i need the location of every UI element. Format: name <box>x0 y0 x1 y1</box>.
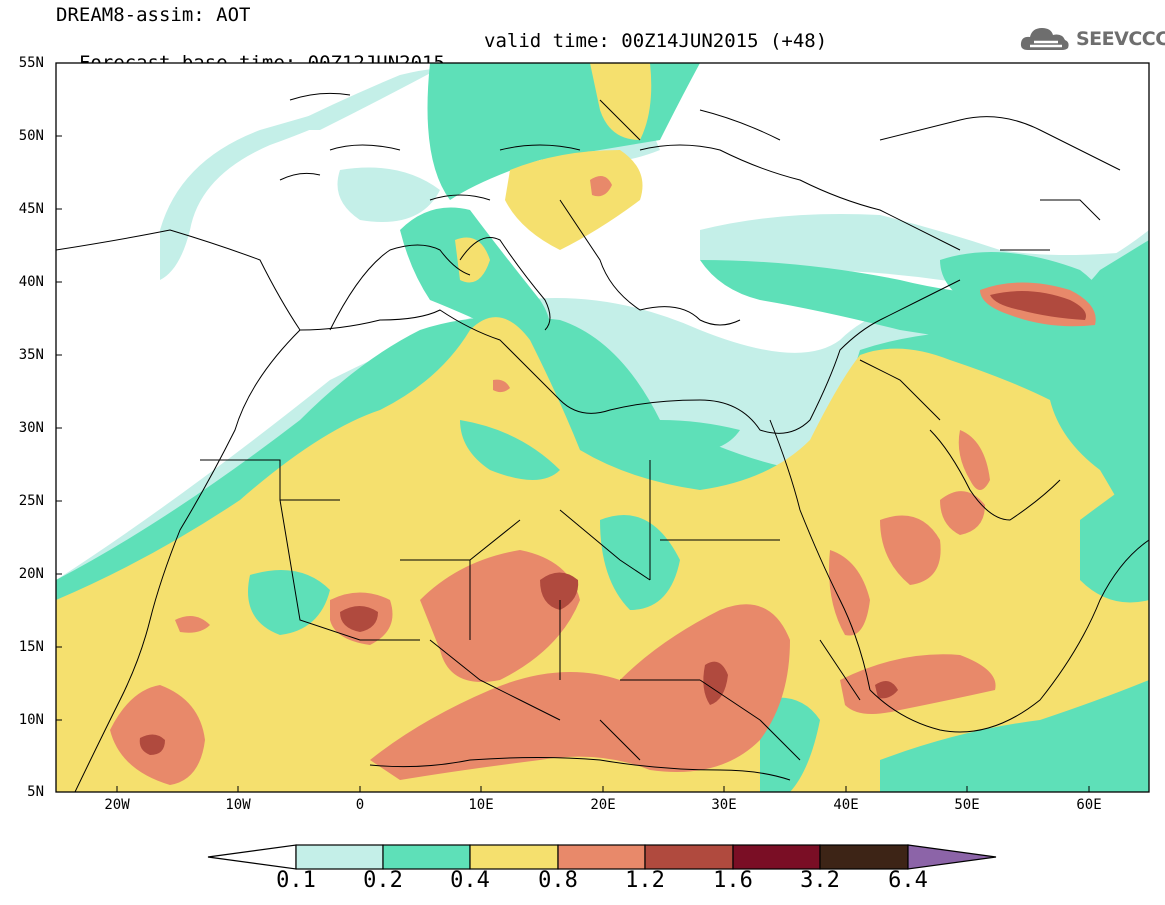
lat-label: 50N <box>18 128 44 144</box>
colorbar-label: 0.8 <box>538 868 578 893</box>
colorbar-label: 0.4 <box>450 868 490 893</box>
colorbar-label: 1.2 <box>625 868 665 893</box>
lat-label: 15N <box>18 639 44 655</box>
lon-label: 50E <box>954 797 980 813</box>
colorbar-label: 3.2 <box>800 868 840 893</box>
lat-label: 30N <box>18 420 44 436</box>
aot-fill-layer <box>56 63 1149 792</box>
lon-label: 60E <box>1076 797 1102 813</box>
axis-ticks <box>56 62 1090 792</box>
colorbar-label: 6.4 <box>888 868 928 893</box>
lat-label: 10N <box>18 712 44 728</box>
lon-label: 0 <box>355 797 365 813</box>
lat-label: 5N <box>27 784 44 800</box>
colorbar-label: 0.1 <box>276 868 316 893</box>
map-title: DREAM8-assim: AOT <box>56 4 251 26</box>
lon-label: 20W <box>104 797 130 813</box>
seevccc-logo: SEEVCCC <box>1018 22 1165 56</box>
lon-label: 20E <box>590 797 616 813</box>
lon-label: 40E <box>833 797 859 813</box>
colorbar-label: 0.2 <box>363 868 403 893</box>
lat-label: 55N <box>18 55 44 71</box>
lat-label: 25N <box>18 493 44 509</box>
lat-label: 20N <box>18 566 44 582</box>
lon-label: 10E <box>468 797 494 813</box>
colorbar-label: 1.6 <box>713 868 753 893</box>
lat-label: 35N <box>18 347 44 363</box>
lat-label: 45N <box>18 201 44 217</box>
logo-text: SEEVCCC <box>1076 28 1165 50</box>
lat-label: 40N <box>18 274 44 290</box>
lon-label: 30E <box>711 797 737 813</box>
valid-time: valid time: 00Z14JUN2015 (+48) <box>484 30 828 52</box>
lon-label: 10W <box>225 797 251 813</box>
cloud-icon <box>1020 28 1069 50</box>
